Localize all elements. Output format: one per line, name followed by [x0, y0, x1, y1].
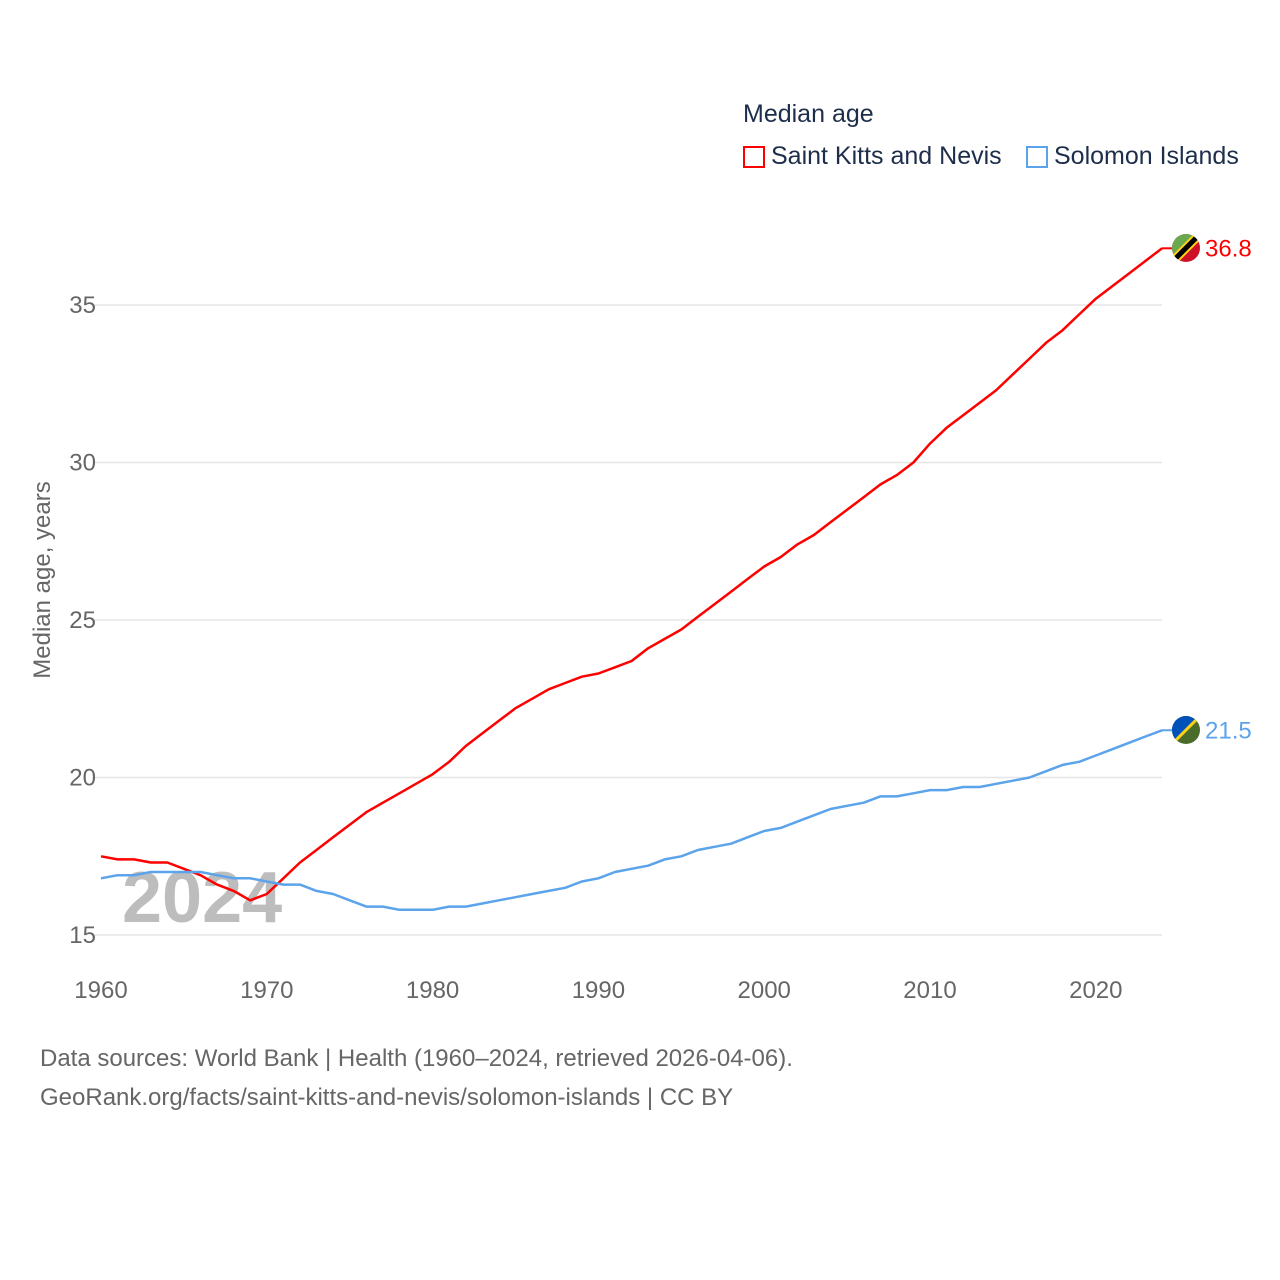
solomon-islands-flag-icon — [1172, 716, 1200, 744]
x-tick-label: 2010 — [903, 977, 956, 1004]
series-line-solomon-islands[interactable] — [100, 729, 1163, 912]
x-tick-label: 1970 — [240, 977, 293, 1004]
x-tick-label: 1960 — [74, 977, 127, 1004]
x-tick-label: 2000 — [738, 977, 791, 1004]
y-tick-label: 30 — [69, 450, 96, 477]
series-line-saint-kitts-and-nevis[interactable] — [100, 247, 1163, 902]
x-tick-label: 2020 — [1069, 977, 1122, 1004]
legend-label: Saint Kitts and Nevis — [771, 142, 1002, 170]
end-value-label: 36.8 — [1205, 235, 1252, 262]
y-tick-label: 35 — [69, 292, 96, 319]
y-tick-label: 15 — [69, 922, 96, 949]
x-tick-label: 1980 — [406, 977, 459, 1004]
end-value-label: 21.5 — [1205, 717, 1252, 744]
y-tick-label: 25 — [69, 607, 96, 634]
data-source-line: Data sources: World Bank | Health (1960–… — [40, 1045, 793, 1072]
legend-item-solomon-islands[interactable]: Solomon Islands — [1026, 142, 1239, 171]
y-axis-label: Median age, years — [29, 481, 56, 678]
legend-label: Solomon Islands — [1054, 142, 1239, 170]
x-tick-label: 1990 — [572, 977, 625, 1004]
legend-title: Median age — [743, 100, 874, 128]
y-tick-label: 20 — [69, 765, 96, 792]
source-url-line[interactable]: GeoRank.org/facts/saint-kitts-and-nevis/… — [40, 1084, 734, 1111]
saint-kitts-and-nevis-flag-icon — [1172, 234, 1200, 262]
legend-swatch — [743, 145, 765, 168]
legend-item-saint-kitts[interactable]: Saint Kitts and Nevis — [743, 142, 1002, 171]
legend-swatch — [1026, 145, 1048, 168]
